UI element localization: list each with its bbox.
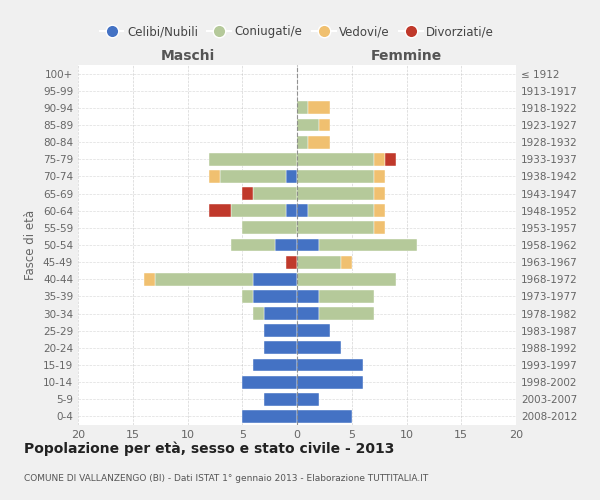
Bar — [308, 102, 330, 114]
Bar — [297, 102, 308, 114]
Text: Maschi: Maschi — [160, 50, 215, 64]
Bar — [242, 222, 297, 234]
Bar — [385, 153, 395, 166]
Bar — [297, 410, 352, 423]
Bar — [374, 187, 385, 200]
Bar — [232, 204, 286, 217]
Bar — [155, 273, 253, 285]
Bar — [264, 393, 297, 406]
Bar — [253, 187, 297, 200]
Bar — [253, 273, 297, 285]
Bar — [297, 118, 319, 132]
Bar — [374, 204, 385, 217]
Bar — [286, 256, 297, 268]
Y-axis label: Anni di nascita: Anni di nascita — [597, 204, 600, 286]
Bar — [209, 204, 232, 217]
Bar — [297, 376, 362, 388]
Bar — [253, 290, 297, 303]
Bar — [308, 136, 330, 148]
Bar — [297, 256, 341, 268]
Bar — [242, 410, 297, 423]
Bar — [297, 170, 374, 183]
Bar — [242, 376, 297, 388]
Y-axis label: Fasce di età: Fasce di età — [25, 210, 37, 280]
Bar — [319, 290, 374, 303]
Bar — [242, 290, 253, 303]
Bar — [374, 170, 385, 183]
Bar — [297, 393, 319, 406]
Legend: Celibi/Nubili, Coniugati/e, Vedovi/e, Divorziati/e: Celibi/Nubili, Coniugati/e, Vedovi/e, Di… — [95, 20, 499, 43]
Bar — [319, 118, 330, 132]
Bar — [232, 238, 275, 252]
Bar — [297, 153, 374, 166]
Bar — [264, 342, 297, 354]
Bar — [297, 358, 362, 372]
Bar — [253, 307, 264, 320]
Bar — [297, 238, 319, 252]
Bar — [264, 307, 297, 320]
Bar — [275, 238, 297, 252]
Bar — [209, 170, 220, 183]
Bar — [308, 204, 374, 217]
Bar — [297, 136, 308, 148]
Bar — [297, 290, 319, 303]
Bar — [209, 153, 297, 166]
Bar — [297, 342, 341, 354]
Bar — [297, 307, 319, 320]
Text: COMUNE DI VALLANZENGO (BI) - Dati ISTAT 1° gennaio 2013 - Elaborazione TUTTITALI: COMUNE DI VALLANZENGO (BI) - Dati ISTAT … — [24, 474, 428, 483]
Bar — [297, 324, 330, 337]
Bar — [319, 307, 374, 320]
Bar — [319, 238, 418, 252]
Bar — [297, 204, 308, 217]
Bar — [297, 273, 395, 285]
Bar — [144, 273, 155, 285]
Bar — [286, 170, 297, 183]
Bar — [253, 358, 297, 372]
Bar — [286, 204, 297, 217]
Text: Popolazione per età, sesso e stato civile - 2013: Popolazione per età, sesso e stato civil… — [24, 441, 394, 456]
Text: Femmine: Femmine — [371, 50, 442, 64]
Bar — [242, 187, 253, 200]
Bar — [220, 170, 286, 183]
Bar — [374, 153, 385, 166]
Bar — [264, 324, 297, 337]
Bar — [297, 187, 374, 200]
Bar — [297, 222, 374, 234]
Bar — [374, 222, 385, 234]
Bar — [341, 256, 352, 268]
